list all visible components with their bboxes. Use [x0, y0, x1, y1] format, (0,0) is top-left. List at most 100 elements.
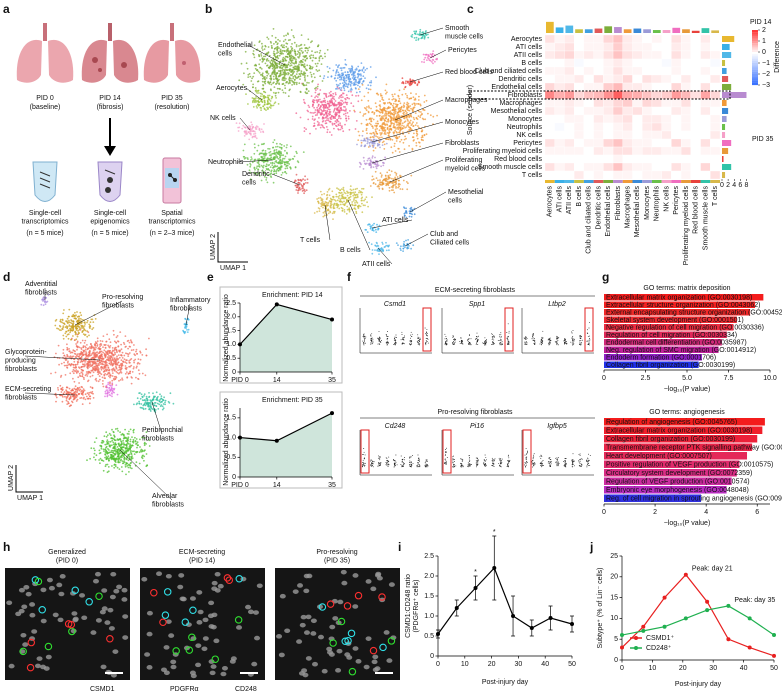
cell-dot — [270, 59, 273, 62]
cell-dot — [336, 119, 338, 121]
cell-dot — [55, 396, 58, 399]
cell-dot — [262, 131, 265, 134]
colorbar-step — [752, 69, 758, 72]
cell-dot — [384, 89, 387, 92]
cell-dot — [432, 115, 435, 118]
cell-dot — [406, 112, 408, 114]
cell-dot — [110, 360, 113, 362]
heat-cell — [622, 162, 633, 172]
cell-dot — [113, 333, 115, 336]
cell-dot — [369, 88, 372, 91]
cell-dot — [354, 202, 356, 204]
heat-cell — [612, 138, 623, 148]
heat-cell — [700, 122, 711, 132]
cell-dot — [369, 66, 372, 68]
panel-label: c — [467, 2, 474, 16]
cell-dot — [120, 359, 123, 362]
heat-cell — [661, 42, 672, 52]
cell-dot — [344, 112, 347, 115]
cell-dot — [307, 118, 310, 121]
cell-dot — [337, 102, 340, 104]
cell-dot — [385, 184, 387, 187]
cell-dot — [77, 331, 80, 334]
cell-dot — [80, 324, 83, 327]
cell-dot — [274, 101, 277, 104]
cell-dot — [337, 195, 339, 198]
top-bar — [604, 26, 613, 33]
cell-dot — [293, 36, 295, 39]
cell-dot — [81, 386, 84, 389]
cell-dot — [355, 120, 358, 122]
cell-dot — [103, 365, 106, 368]
cell-dot — [327, 108, 330, 111]
heat-cell — [564, 162, 575, 172]
cell-dot — [335, 125, 338, 128]
cell-dot — [412, 96, 415, 99]
cell-dot — [275, 142, 278, 145]
cell-dot — [265, 109, 267, 111]
heat-cell — [544, 138, 555, 148]
cell-dot — [382, 107, 385, 110]
cell-dot — [410, 97, 412, 100]
heat-cell — [710, 170, 721, 180]
cell-dot — [334, 120, 337, 123]
cell-dot — [371, 111, 374, 113]
cell-dot — [370, 81, 373, 84]
cell-dot — [415, 30, 418, 33]
heat-cell — [710, 130, 721, 140]
cell-dot — [363, 137, 366, 140]
cell-dot — [325, 201, 328, 204]
cell-dot — [346, 208, 349, 211]
cell-dot — [355, 95, 357, 97]
cell-dot — [299, 116, 302, 119]
cell-dot — [353, 82, 355, 84]
cell-dot — [332, 97, 334, 100]
cell-dot — [263, 142, 265, 145]
cell-dot — [91, 345, 93, 348]
cell-dot — [366, 142, 369, 145]
cell-dot — [82, 397, 85, 400]
cell-dot — [323, 193, 326, 195]
cell-dot — [359, 166, 361, 168]
cell-dot — [57, 344, 60, 347]
cell-dot — [84, 364, 86, 367]
cell-dot — [88, 392, 90, 394]
cell-dot — [275, 56, 277, 59]
cell-dot — [369, 84, 372, 87]
cell-dot — [304, 68, 307, 70]
right-bar — [722, 100, 727, 106]
cell-dot — [83, 328, 86, 331]
cell-dot — [255, 167, 258, 170]
heat-cell — [564, 66, 575, 76]
heat-cell — [710, 162, 721, 172]
cell-dot — [394, 183, 397, 186]
cell-dot — [400, 138, 403, 141]
cell-dot — [96, 340, 99, 343]
heat-cell — [603, 106, 614, 116]
cell-cluster — [358, 155, 387, 170]
cell-dot — [394, 112, 397, 115]
cell-dot — [118, 368, 121, 371]
cell-dot — [289, 57, 291, 60]
cell-dot — [138, 372, 141, 375]
cell-dot — [353, 84, 356, 86]
cell-dot — [144, 374, 147, 377]
cell-dot — [411, 33, 414, 36]
cell-dot — [310, 95, 313, 97]
panel-label: j — [589, 540, 593, 554]
cell-dot — [408, 212, 411, 215]
cell-dot — [295, 45, 298, 48]
cell-dot — [407, 182, 409, 185]
cell-dot — [311, 112, 313, 114]
cell-dot — [343, 78, 346, 80]
colorbar-label: 0 — [762, 49, 766, 56]
cell-dot — [303, 66, 306, 69]
cell-dot — [297, 189, 300, 192]
heat-cell — [700, 138, 711, 148]
cell-dot — [254, 146, 256, 149]
colorbar-step — [752, 30, 758, 33]
cell-dot — [84, 361, 86, 363]
cell-dot — [267, 94, 269, 97]
cell-dot — [343, 200, 345, 203]
cell-dot — [291, 55, 293, 58]
